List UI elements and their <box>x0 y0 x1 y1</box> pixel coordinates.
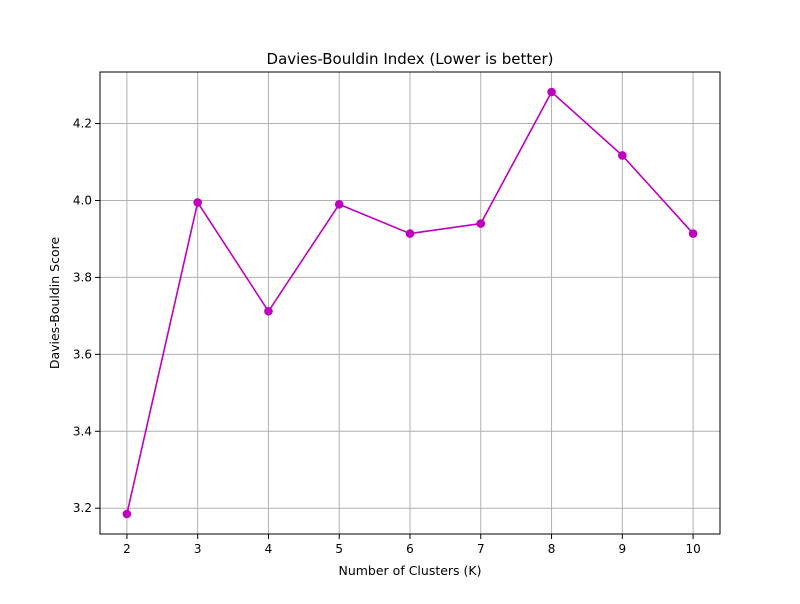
data-point <box>334 200 344 209</box>
data-point <box>547 87 556 97</box>
x-tick-label: 2 <box>123 542 131 556</box>
ticks: 2 3 4 5 6 7 8 9 10 3.2 3.4 3.6 3.8 4.0 4.2 <box>73 117 701 556</box>
y-tick-label: 3.4 <box>73 424 92 438</box>
x-tick-label: 8 <box>548 542 556 556</box>
x-tick-label: 5 <box>335 542 343 556</box>
data-point <box>405 229 415 238</box>
x-tick-label: 6 <box>406 542 414 556</box>
x-tick-label: 9 <box>619 542 627 556</box>
y-axis-label: Davies-Bouldin Score <box>47 237 62 370</box>
x-tick-label: 3 <box>194 542 202 556</box>
data-point <box>193 198 202 207</box>
y-tick-label: 4.0 <box>73 193 92 207</box>
y-tick-label: 3.2 <box>73 501 92 515</box>
x-axis-label: Number of Clusters (K) <box>338 563 481 578</box>
series-layer <box>122 87 698 519</box>
x-tick-label: 10 <box>685 542 700 556</box>
y-tick-label: 4.2 <box>73 117 92 131</box>
x-tick-label: 7 <box>477 542 485 556</box>
data-point <box>618 151 627 160</box>
grid <box>100 72 720 534</box>
data-point <box>122 509 132 519</box>
y-tick-label: 3.6 <box>73 347 92 361</box>
x-tick-label: 4 <box>265 542 273 556</box>
data-point <box>476 219 486 228</box>
data-point <box>688 229 698 238</box>
y-tick-label: 3.8 <box>73 270 92 284</box>
data-point <box>264 306 273 316</box>
chart-title: Davies-Bouldin Index (Lower is better) <box>267 50 554 68</box>
